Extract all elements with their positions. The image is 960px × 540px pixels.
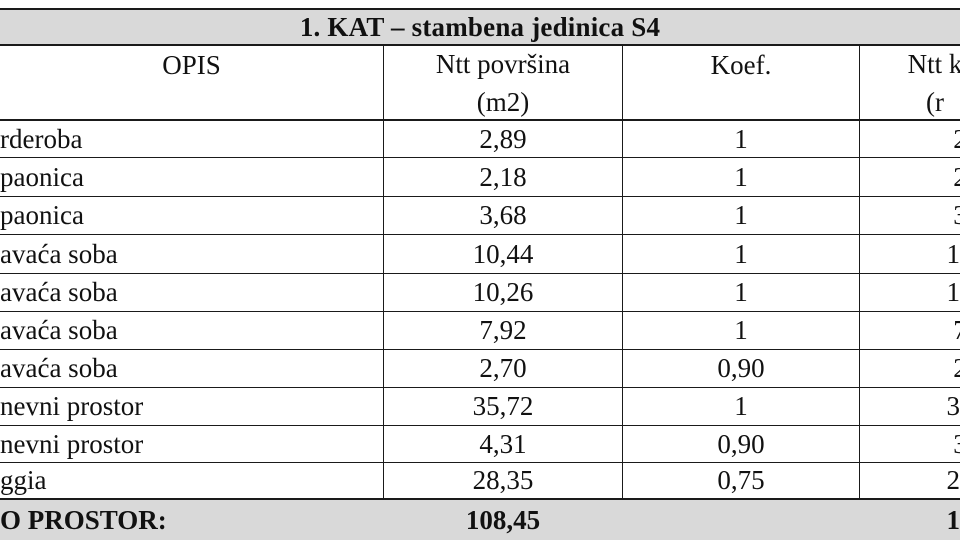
total-band	[0, 499, 960, 540]
rule-title-bottom	[0, 44, 960, 46]
rule-total-top	[0, 498, 960, 500]
row-povrsina: 10,26	[472, 277, 534, 307]
row-opis: rderoba	[0, 123, 83, 154]
rule-col	[859, 44, 860, 499]
row-koef: 1	[734, 200, 748, 230]
row-koef: 1	[734, 123, 748, 154]
header-ntt-k: Ntt k (r	[860, 46, 960, 119]
row-ntt: 2	[953, 123, 960, 154]
row-povrsina: 2,18	[479, 161, 527, 192]
row-opis: avaća soba	[0, 277, 118, 307]
header-ntt-povrsina: Ntt površina (m2)	[384, 46, 622, 119]
rule-row	[0, 462, 960, 463]
header-koef: Koef.	[710, 49, 772, 80]
row-ntt: 2	[953, 161, 960, 192]
rule-top	[0, 8, 960, 10]
header-opis: OPIS	[162, 49, 221, 80]
row-koef: 1	[734, 315, 748, 345]
header-ntt-k-unit: (r	[926, 86, 944, 117]
row-koef: 0,75	[717, 465, 765, 495]
rule-row	[0, 311, 960, 312]
row-povrsina: 10,44	[472, 238, 534, 269]
total-povrsina: 108,45	[465, 504, 541, 535]
rule-col	[622, 44, 623, 499]
row-povrsina: 2,70	[479, 353, 527, 383]
row-opis: avaća soba	[0, 238, 118, 269]
row-koef: 1	[734, 161, 748, 192]
header-ntt-povrsina-line1: Ntt površina	[435, 48, 571, 79]
row-opis: paonica	[0, 200, 84, 230]
row-ntt: 21	[946, 465, 960, 495]
row-ntt: 35	[946, 391, 960, 421]
row-ntt: 7	[953, 315, 960, 345]
rule-row	[0, 196, 960, 197]
row-koef: 1	[734, 277, 748, 307]
row-ntt: 3	[953, 200, 960, 230]
header-ntt-povrsina-unit: (m2)	[476, 86, 530, 117]
row-koef: 1	[734, 238, 748, 269]
row-povrsina: 35,72	[472, 391, 534, 421]
title-band	[0, 8, 960, 44]
rule-row	[0, 273, 960, 274]
rule-row	[0, 234, 960, 235]
row-povrsina: 7,92	[479, 315, 527, 345]
rule-row	[0, 425, 960, 426]
row-opis: paonica	[0, 161, 84, 192]
row-povrsina: 2,89	[479, 123, 527, 154]
total-ntt: 10	[946, 504, 960, 535]
row-ntt: 10	[946, 277, 960, 307]
row-opis: nevni prostor	[0, 391, 144, 421]
rule-col	[383, 44, 384, 499]
rule-row	[0, 387, 960, 388]
rule-row	[0, 157, 960, 158]
table-title: 1. KAT – stambena jedinica S4	[299, 11, 661, 42]
row-koef: 0,90	[717, 353, 765, 383]
row-povrsina: 3,68	[479, 200, 527, 230]
header-ntt-k-line1: Ntt k	[907, 48, 960, 79]
rule-header-bottom	[0, 119, 960, 121]
row-koef: 1	[734, 391, 748, 421]
rule-row	[0, 349, 960, 350]
row-opis: avaća soba	[0, 353, 118, 383]
row-povrsina: 28,35	[472, 465, 534, 495]
row-ntt: 10	[946, 238, 960, 269]
row-opis: nevni prostor	[0, 428, 144, 459]
total-label: O PROSTOR:	[0, 504, 167, 535]
row-ntt: 3	[953, 428, 960, 459]
row-opis: avaća soba	[0, 315, 118, 345]
row-povrsina: 4,31	[479, 428, 527, 459]
row-koef: 0,90	[717, 428, 765, 459]
row-ntt: 2	[953, 353, 960, 383]
row-opis: ggia	[0, 465, 47, 495]
